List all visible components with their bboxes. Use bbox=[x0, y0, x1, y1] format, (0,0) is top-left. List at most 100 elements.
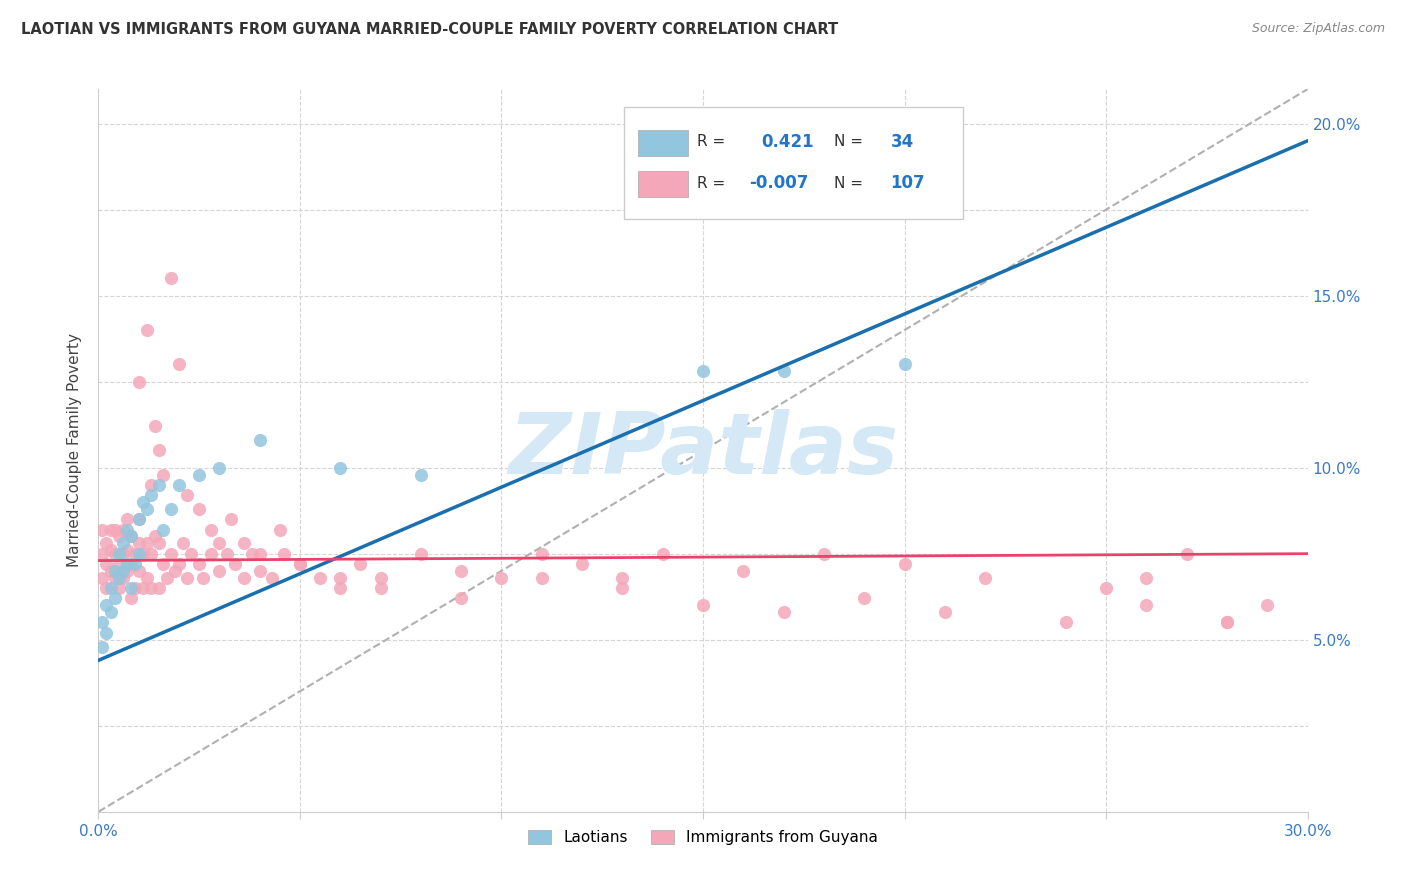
Point bbox=[103, 591, 125, 606]
Y-axis label: Married-Couple Family Poverty: Married-Couple Family Poverty bbox=[67, 334, 83, 567]
Point bbox=[813, 547, 835, 561]
Point bbox=[135, 571, 157, 585]
FancyBboxPatch shape bbox=[624, 107, 963, 219]
Point bbox=[288, 557, 311, 571]
Point bbox=[107, 557, 129, 571]
Point bbox=[103, 564, 125, 578]
Point bbox=[193, 571, 215, 585]
Point bbox=[1175, 547, 1198, 561]
Point bbox=[124, 581, 146, 595]
Text: Source: ZipAtlas.com: Source: ZipAtlas.com bbox=[1251, 22, 1385, 36]
Point bbox=[160, 502, 183, 516]
Point bbox=[893, 557, 915, 571]
Text: 0.421: 0.421 bbox=[761, 133, 814, 151]
Point bbox=[853, 591, 876, 606]
Point bbox=[530, 547, 553, 561]
Point bbox=[120, 529, 142, 543]
Point bbox=[1216, 615, 1239, 630]
Point bbox=[329, 581, 352, 595]
Point bbox=[115, 557, 138, 571]
Point bbox=[115, 512, 138, 526]
Text: N =: N = bbox=[834, 176, 863, 191]
Point bbox=[260, 571, 283, 585]
Point bbox=[107, 571, 129, 585]
Point bbox=[208, 536, 231, 550]
Point bbox=[163, 564, 186, 578]
Text: 34: 34 bbox=[890, 133, 914, 151]
Point bbox=[176, 571, 198, 585]
Point bbox=[221, 512, 243, 526]
Point bbox=[288, 557, 311, 571]
Point bbox=[208, 460, 231, 475]
Point bbox=[103, 571, 125, 585]
Point bbox=[96, 581, 118, 595]
Point bbox=[612, 581, 634, 595]
Point bbox=[692, 599, 714, 613]
Point bbox=[200, 523, 222, 537]
Point bbox=[571, 557, 593, 571]
Point bbox=[249, 433, 271, 447]
Point bbox=[115, 564, 138, 578]
Point bbox=[100, 581, 122, 595]
Point bbox=[139, 478, 162, 492]
Point bbox=[160, 271, 183, 285]
Point bbox=[107, 547, 129, 561]
Point bbox=[329, 460, 352, 475]
Point bbox=[167, 557, 190, 571]
Point bbox=[128, 564, 150, 578]
Point bbox=[167, 478, 190, 492]
Point bbox=[152, 523, 174, 537]
FancyBboxPatch shape bbox=[638, 171, 689, 197]
Point bbox=[103, 547, 125, 561]
FancyBboxPatch shape bbox=[638, 129, 689, 156]
Point bbox=[176, 488, 198, 502]
Point bbox=[530, 571, 553, 585]
Point bbox=[132, 547, 155, 561]
Point bbox=[100, 543, 122, 558]
Point bbox=[409, 547, 432, 561]
Point bbox=[103, 523, 125, 537]
Point bbox=[152, 557, 174, 571]
Point bbox=[132, 495, 155, 509]
Text: -0.007: -0.007 bbox=[749, 174, 808, 192]
Point bbox=[232, 571, 254, 585]
Point bbox=[115, 543, 138, 558]
Point bbox=[224, 557, 246, 571]
Point bbox=[273, 547, 295, 561]
Point bbox=[143, 419, 166, 434]
Point bbox=[152, 467, 174, 482]
Point bbox=[692, 364, 714, 378]
Point bbox=[100, 605, 122, 619]
Point bbox=[409, 467, 432, 482]
Point bbox=[96, 557, 118, 571]
Point bbox=[96, 536, 118, 550]
Point bbox=[111, 536, 134, 550]
Point bbox=[156, 571, 179, 585]
Point bbox=[329, 571, 352, 585]
Point bbox=[160, 547, 183, 561]
Point bbox=[188, 502, 211, 516]
Point bbox=[148, 581, 170, 595]
Point bbox=[934, 605, 956, 619]
Point bbox=[120, 529, 142, 543]
Text: ZIPatlas: ZIPatlas bbox=[508, 409, 898, 492]
Point bbox=[208, 564, 231, 578]
Point bbox=[124, 547, 146, 561]
Text: 107: 107 bbox=[890, 174, 925, 192]
Point bbox=[370, 581, 392, 595]
Point bbox=[139, 547, 162, 561]
Point bbox=[349, 557, 371, 571]
Point bbox=[111, 523, 134, 537]
Point bbox=[135, 536, 157, 550]
Point bbox=[100, 564, 122, 578]
Point bbox=[111, 571, 134, 585]
Point bbox=[148, 443, 170, 458]
Point bbox=[148, 536, 170, 550]
Point bbox=[249, 564, 271, 578]
Point bbox=[200, 547, 222, 561]
Point bbox=[772, 605, 794, 619]
Point bbox=[733, 564, 755, 578]
Point bbox=[491, 571, 513, 585]
Point bbox=[180, 547, 202, 561]
Point bbox=[128, 547, 150, 561]
